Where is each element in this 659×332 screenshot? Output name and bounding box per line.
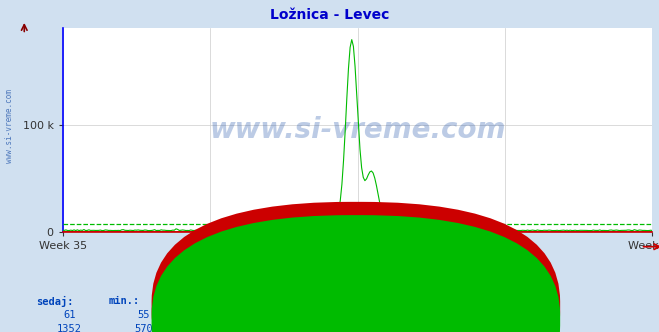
Text: Ložnica - Levec: Ložnica - Levec — [353, 296, 442, 306]
Text: 1352: 1352 — [57, 324, 82, 332]
Text: Ložnica - Levec: Ložnica - Levec — [270, 8, 389, 22]
Text: 61: 61 — [63, 310, 75, 320]
Text: maks.:: maks.: — [254, 296, 291, 306]
Text: temperatura[F]: temperatura[F] — [366, 310, 454, 320]
Text: Meritve: trenutne  Enote: angleške  Črta: povprečje: Meritve: trenutne Enote: angleške Črta: … — [180, 283, 479, 294]
Text: 55: 55 — [138, 310, 150, 320]
Text: zadnji mesec / 2 uri.: zadnji mesec / 2 uri. — [268, 263, 391, 273]
Text: povpr.:: povpr.: — [181, 296, 225, 306]
Text: min.:: min.: — [109, 296, 140, 306]
Text: 65: 65 — [208, 310, 220, 320]
Text: 76: 76 — [281, 310, 293, 320]
Text: 7721: 7721 — [202, 324, 227, 332]
Text: 177593: 177593 — [268, 324, 305, 332]
Text: sedaj:: sedaj: — [36, 296, 74, 307]
Text: pretok[čevelj3/min]: pretok[čevelj3/min] — [366, 324, 485, 332]
Text: www.si-vreme.com: www.si-vreme.com — [210, 116, 505, 144]
Text: 570: 570 — [134, 324, 153, 332]
Text: Slovenija / reke in morje.: Slovenija / reke in morje. — [253, 244, 406, 254]
Text: www.si-vreme.com: www.si-vreme.com — [5, 89, 14, 163]
